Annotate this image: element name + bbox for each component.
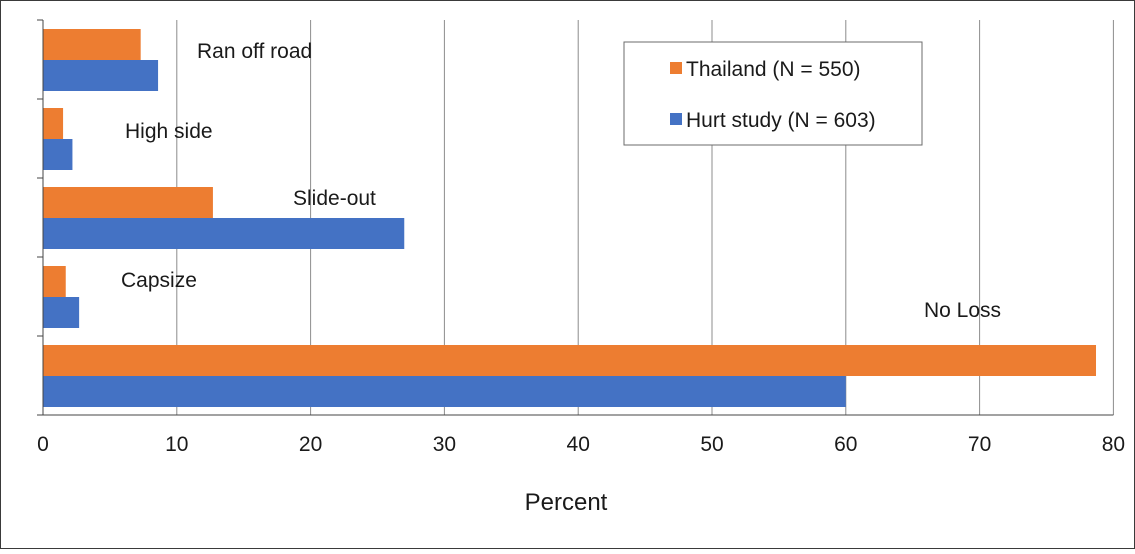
bar-thailand-capsize	[43, 266, 66, 297]
category-labels: Ran off road High side Slide-out Capsize No …	[121, 40, 1001, 322]
x-tick-label-60: 60	[834, 433, 857, 456]
x-tick-label-0: 0	[37, 433, 49, 456]
category-label-no-loss: No Loss	[924, 299, 1001, 322]
category-label-high-side: High side	[125, 120, 213, 143]
x-tick-label-20: 20	[299, 433, 322, 456]
x-tick-label-70: 70	[968, 433, 991, 456]
x-tick-label-10: 10	[165, 433, 188, 456]
x-tick-label-80: 80	[1102, 433, 1125, 456]
legend: Thailand (N = 550) Hurt study (N = 603)	[623, 41, 923, 146]
bar-hurt-study-high-side	[43, 139, 73, 170]
bar-hurt-study-slide-out	[43, 218, 405, 249]
x-tick-label-50: 50	[700, 433, 723, 456]
bar-hurt-study-no-loss	[43, 376, 846, 407]
bar-thailand-ran-off-road	[43, 29, 141, 60]
bar-hurt-study-ran-off-road	[43, 60, 159, 91]
legend-label-hurt-study: Hurt study (N = 603)	[686, 109, 876, 132]
bar-thailand-slide-out	[43, 187, 213, 218]
bar-thailand-no-loss	[43, 345, 1097, 376]
bar-thailand-high-side	[43, 108, 64, 139]
x-axis-title: Percent	[525, 489, 608, 516]
legend-swatch-hurt-study	[670, 113, 682, 125]
category-label-capsize: Capsize	[121, 269, 197, 292]
axes: 0 10 20 30 40 50 60 70 80	[37, 19, 1125, 456]
x-tick-label-40: 40	[567, 433, 590, 456]
legend-swatch-thailand	[670, 62, 682, 74]
bar-hurt-study-capsize	[43, 297, 80, 328]
category-label-ran-off-road: Ran off road	[197, 40, 312, 63]
x-tick-label-30: 30	[433, 433, 456, 456]
category-label-slide-out: Slide-out	[293, 187, 376, 210]
bars	[43, 29, 1097, 407]
legend-label-thailand: Thailand (N = 550)	[686, 58, 861, 81]
legend-box	[623, 41, 923, 146]
